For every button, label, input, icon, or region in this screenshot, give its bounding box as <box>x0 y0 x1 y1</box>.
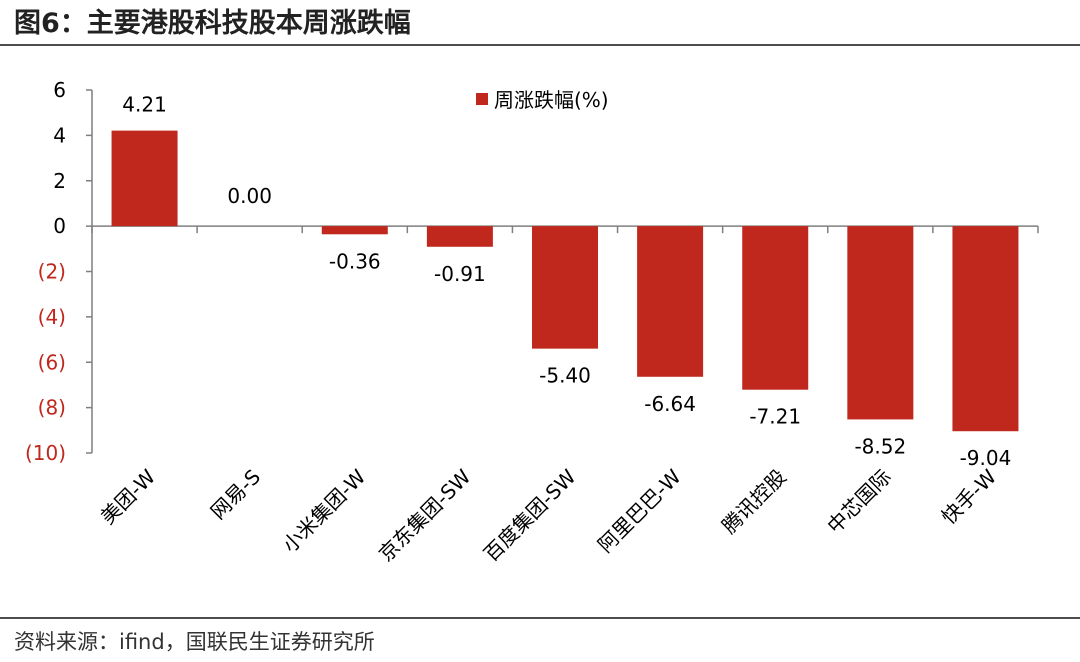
category-label: 百度集团-SW <box>479 464 581 566</box>
data-label: 0.00 <box>227 184 272 208</box>
data-label: -8.52 <box>854 434 906 458</box>
bar <box>111 130 178 227</box>
bar <box>637 226 704 377</box>
y-tick-label: 0 <box>53 214 66 238</box>
data-label: 4.21 <box>122 93 167 117</box>
y-tick-label: 6 <box>53 78 66 102</box>
data-label: -6.64 <box>644 392 696 416</box>
category-label: 网易-S <box>206 465 265 524</box>
bar-chart: 6 4 2 0 (2) (4) (6) (8) (10) 4.21 美团-W 0.00 网易-S -0.3… <box>25 78 1039 566</box>
category-label: 中芯国际 <box>822 465 896 539</box>
data-label: -5.40 <box>539 364 591 388</box>
data-label: -7.21 <box>749 405 801 429</box>
bar <box>532 226 598 349</box>
figure-title: 图6：主要港股科技股本周涨跌幅 <box>14 8 411 39</box>
y-tick-label: (2) <box>38 260 66 284</box>
source-note: 资料来源：ifind，国联民生证券研究所 <box>14 630 375 654</box>
y-tick-label: 2 <box>53 169 66 193</box>
bar <box>742 226 809 390</box>
y-tick-label: (6) <box>38 350 66 374</box>
bar <box>952 226 1019 432</box>
category-label: 美团-W <box>96 464 160 529</box>
legend-label: 周涨跌幅(%) <box>494 88 609 112</box>
y-tick-label: (10) <box>25 441 66 465</box>
data-label: -0.91 <box>434 262 486 286</box>
y-tick-label: (8) <box>38 396 66 420</box>
category-label: 京东集团-SW <box>374 464 476 566</box>
data-label: -0.36 <box>329 249 381 273</box>
data-label: -9.04 <box>960 446 1012 470</box>
y-tick-label: 4 <box>53 123 66 147</box>
legend-swatch <box>476 93 488 105</box>
bar <box>847 226 914 420</box>
category-label: 阿里巴巴-W <box>593 464 686 557</box>
category-label: 腾讯控股 <box>717 465 791 539</box>
footer-divider <box>0 617 1080 619</box>
y-tick-label: (4) <box>38 305 66 329</box>
bar <box>321 226 388 235</box>
category-label: 小米集团-W <box>278 464 371 557</box>
category-label: 快手-W <box>937 464 1002 529</box>
bar <box>426 226 493 247</box>
title-divider <box>0 44 1080 46</box>
